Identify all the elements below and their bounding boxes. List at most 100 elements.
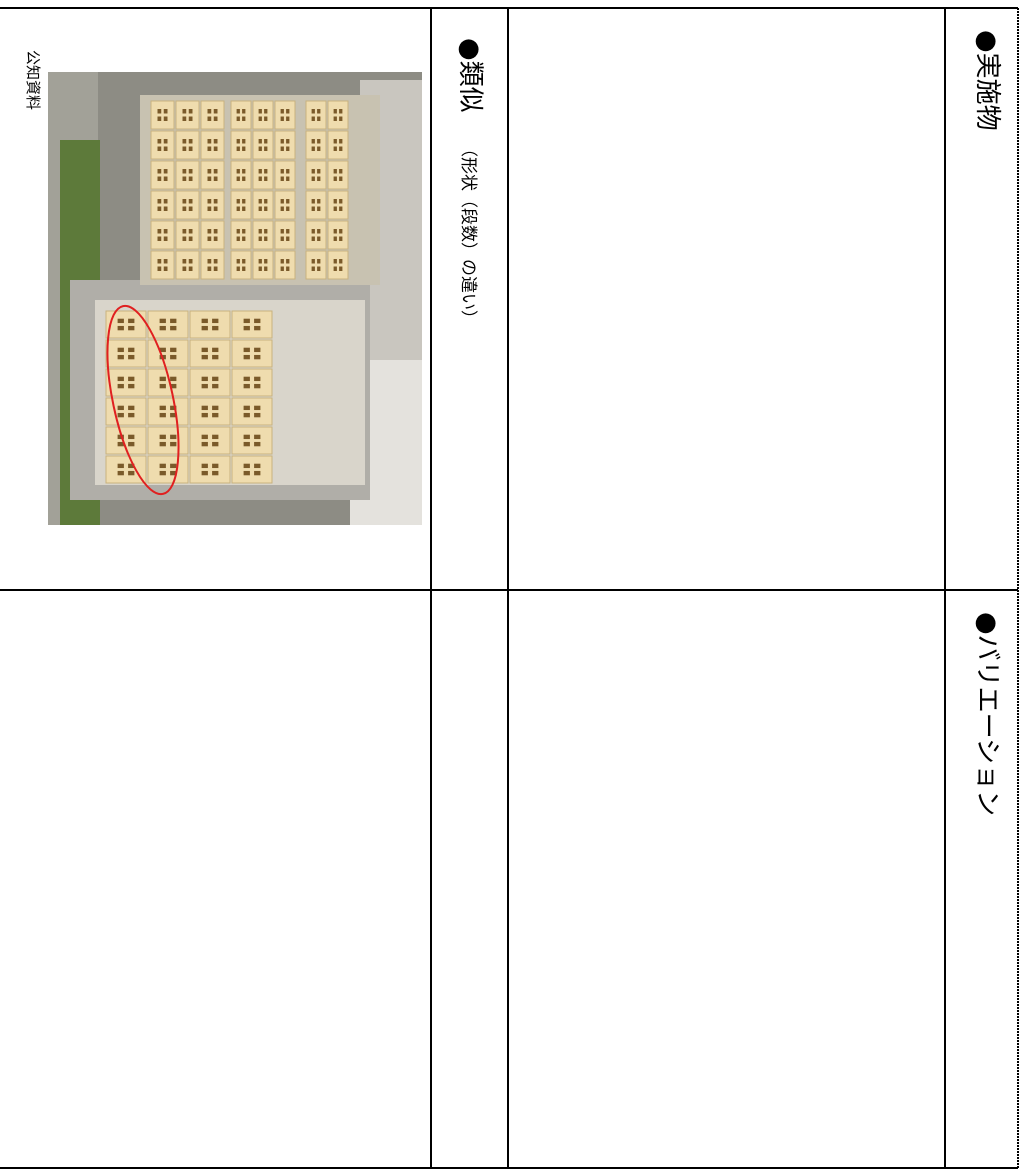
block	[200, 100, 225, 130]
block	[254, 354, 261, 360]
block	[230, 190, 252, 220]
block	[311, 176, 315, 181]
block	[280, 109, 284, 114]
block	[213, 266, 218, 271]
block	[128, 383, 135, 389]
block	[252, 190, 274, 220]
block	[236, 236, 240, 241]
block	[274, 250, 296, 280]
block	[128, 463, 135, 469]
block	[333, 176, 337, 181]
block	[311, 259, 315, 264]
block	[170, 441, 177, 447]
block	[213, 199, 218, 204]
block	[230, 160, 252, 190]
block	[236, 139, 240, 144]
block	[163, 259, 168, 264]
block	[200, 160, 225, 190]
block	[128, 441, 135, 447]
block	[339, 236, 343, 241]
block	[175, 160, 200, 190]
block	[182, 169, 187, 174]
block	[212, 354, 219, 360]
block	[274, 220, 296, 250]
block	[317, 109, 321, 114]
block	[147, 339, 189, 368]
block	[333, 169, 337, 174]
block	[236, 199, 240, 204]
block	[157, 229, 162, 234]
block	[188, 229, 193, 234]
block	[264, 229, 268, 234]
block	[317, 169, 321, 174]
block	[105, 368, 147, 397]
block	[258, 266, 262, 271]
block	[311, 169, 315, 174]
block	[242, 236, 246, 241]
block	[311, 229, 315, 234]
block	[159, 441, 166, 447]
block	[182, 229, 187, 234]
block	[286, 199, 290, 204]
block	[317, 236, 321, 241]
block	[200, 220, 225, 250]
block	[333, 146, 337, 151]
block	[286, 116, 290, 121]
block	[175, 220, 200, 250]
block	[170, 405, 177, 411]
block	[159, 412, 166, 418]
category-note: （形状（段数）の違い）	[458, 140, 478, 327]
block	[264, 116, 268, 121]
block	[201, 383, 208, 389]
block	[311, 109, 315, 114]
block	[175, 190, 200, 220]
block	[264, 146, 268, 151]
block	[305, 250, 327, 280]
block	[317, 266, 321, 271]
block	[207, 199, 212, 204]
block	[150, 160, 175, 190]
block	[157, 116, 162, 121]
block	[286, 266, 290, 271]
block	[163, 116, 168, 121]
block	[286, 169, 290, 174]
block	[182, 109, 187, 114]
block	[311, 146, 315, 151]
block	[213, 169, 218, 174]
block	[236, 169, 240, 174]
block	[175, 130, 200, 160]
block	[258, 109, 262, 114]
block	[254, 325, 261, 331]
block	[175, 100, 200, 130]
block	[157, 109, 162, 114]
block	[333, 206, 337, 211]
block	[254, 347, 261, 353]
block	[339, 199, 343, 204]
block	[212, 412, 219, 418]
block	[264, 206, 268, 211]
block	[317, 259, 321, 264]
block	[254, 463, 261, 469]
block	[170, 354, 177, 360]
block	[242, 259, 246, 264]
block	[311, 236, 315, 241]
block	[213, 236, 218, 241]
block	[170, 376, 177, 382]
block	[339, 176, 343, 181]
block	[212, 318, 219, 324]
block	[243, 383, 250, 389]
block	[117, 441, 124, 447]
block	[188, 146, 193, 151]
block	[212, 441, 219, 447]
block	[280, 266, 284, 271]
block	[117, 347, 124, 353]
block	[188, 236, 193, 241]
block	[280, 116, 284, 121]
block	[333, 139, 337, 144]
block	[207, 229, 212, 234]
block	[207, 266, 212, 271]
block	[189, 426, 231, 455]
block	[188, 266, 193, 271]
block	[147, 455, 189, 484]
